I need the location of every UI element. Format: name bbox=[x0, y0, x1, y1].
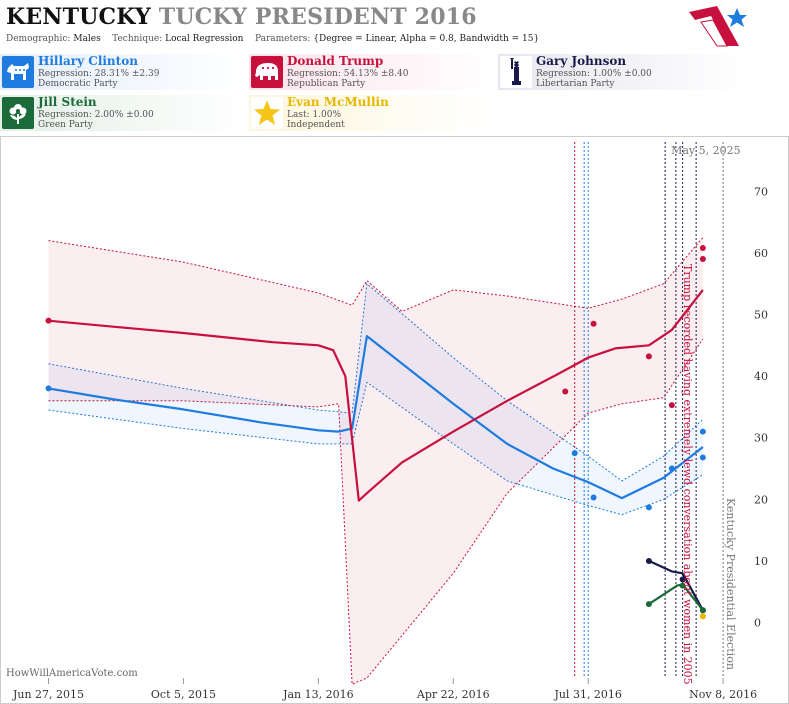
y-tick-label: 20 bbox=[754, 493, 768, 506]
donald-trump-band-upper bbox=[48, 237, 704, 312]
watermark: HowWillAmericaVote.com bbox=[6, 668, 138, 679]
candidate-party: Green Party bbox=[38, 120, 93, 130]
title-rest: TUCKY PRESIDENT 2016 bbox=[158, 4, 477, 30]
parameters-label: Parameters: bbox=[254, 34, 311, 44]
y-tick-label: 50 bbox=[754, 309, 768, 322]
gary-johnson-point bbox=[645, 557, 652, 564]
donald-trump-point bbox=[45, 317, 52, 324]
event-annotation: Trump recorded having extremely lewd con… bbox=[681, 264, 694, 685]
y-tick-label: 60 bbox=[754, 247, 768, 260]
candidate-party: Independent bbox=[287, 120, 345, 130]
hillary-clinton-point bbox=[668, 465, 675, 472]
site-logo bbox=[689, 6, 747, 47]
demographic-label: Demographic: bbox=[6, 34, 71, 44]
hillary-clinton-point bbox=[571, 450, 578, 457]
poll-chart: 0 10 20 30 40 50 60 70 Jun 27, 2015 Oct 5, 2015 Ja… bbox=[0, 136, 789, 704]
y-tick-label: 40 bbox=[754, 370, 768, 383]
candidate-name: Donald Trump bbox=[287, 54, 384, 68]
donald-trump-point bbox=[590, 320, 597, 327]
evan-mcmullin-point bbox=[699, 613, 706, 620]
x-tick-label: Nov 8, 2016 bbox=[689, 688, 757, 701]
candidate-regression: Regression: 54.13% ±8.40 bbox=[287, 69, 409, 79]
gary-johnson-point bbox=[679, 576, 686, 583]
candidate-card-stein[interactable]: Jill Stein Regression: 2.00% ±0.00 Green… bbox=[0, 95, 246, 131]
candidate-name: Jill Stein bbox=[38, 95, 97, 109]
y-tick-label: 10 bbox=[754, 555, 768, 568]
confidence-bands bbox=[48, 237, 704, 685]
hillary-clinton-point bbox=[45, 385, 52, 392]
x-tick-label: Jan 13, 2016 bbox=[282, 688, 354, 701]
hillary-clinton-point bbox=[645, 504, 652, 511]
donald-trump-point bbox=[562, 388, 569, 395]
technique-label: Technique: bbox=[112, 34, 163, 44]
star-icon bbox=[251, 97, 283, 129]
jill-stein-point bbox=[645, 601, 652, 608]
candidate-card-johnson[interactable]: Gary Johnson Regression: 1.00% ±0.00 Lib… bbox=[498, 54, 748, 90]
hillary-clinton-trend bbox=[48, 335, 704, 500]
annotations: Kentucky Presidential Election Trump reco… bbox=[671, 144, 741, 685]
jill-stein-point bbox=[699, 607, 706, 614]
poll-points bbox=[45, 244, 706, 620]
technique-value: Local Regression bbox=[165, 34, 244, 44]
hillary-clinton-point bbox=[699, 428, 706, 435]
plot-frame bbox=[0, 136, 789, 704]
flower-icon bbox=[2, 97, 34, 129]
candidate-party: Libertarian Party bbox=[536, 79, 615, 89]
candidate-card-mcmullin[interactable]: Evan McMullin Last: 1.00% Independent bbox=[249, 95, 495, 131]
elephant-icon bbox=[251, 56, 283, 88]
event-lines bbox=[574, 142, 724, 678]
title-state: KENTUCKY bbox=[6, 4, 151, 30]
gary-johnson-trend bbox=[648, 559, 704, 611]
donald-trump-point bbox=[645, 353, 652, 360]
hillary-clinton-point bbox=[699, 454, 706, 461]
hillary-clinton-band-upper bbox=[48, 282, 704, 482]
y-tick-label: 70 bbox=[754, 185, 768, 198]
demographic-value: Males bbox=[73, 34, 101, 44]
candidate-party: Republican Party bbox=[287, 79, 366, 89]
page-title: KENTUCKY TUCKY PRESIDENT 2016 bbox=[6, 4, 477, 30]
date-stamp: May 5, 2025 bbox=[671, 144, 741, 157]
donald-trump-point bbox=[699, 256, 706, 263]
candidate-card-clinton[interactable]: Hillary Clinton Regression: 28.31% ±2.39… bbox=[0, 54, 246, 90]
x-tick-label: Jul 31, 2016 bbox=[553, 688, 622, 701]
x-tick-label: Jun 27, 2015 bbox=[12, 688, 84, 701]
donald-trump-trend bbox=[48, 289, 704, 502]
candidate-regression: Regression: 2.00% ±0.00 bbox=[38, 110, 154, 120]
donald-trump-point bbox=[699, 244, 706, 251]
y-tick-label: 30 bbox=[754, 432, 768, 445]
donkey-icon bbox=[2, 56, 34, 88]
parameters-line: Demographic: Males Technique: Local Regr… bbox=[6, 34, 539, 44]
jill-stein-point bbox=[679, 582, 686, 589]
donald-trump-point bbox=[668, 402, 675, 409]
x-tick-label: Oct 5, 2015 bbox=[151, 688, 216, 701]
hillary-clinton-band bbox=[48, 283, 703, 515]
candidate-name: Hillary Clinton bbox=[38, 54, 138, 68]
candidate-regression: Regression: 28.31% ±2.39 bbox=[38, 69, 160, 79]
parameters-value: {Degree = Linear, Alpha = 0.8, Bandwidth… bbox=[313, 34, 540, 44]
candidate-card-trump[interactable]: Donald Trump Regression: 54.13% ±8.40 Re… bbox=[249, 54, 495, 90]
x-tick-label: Apr 22, 2016 bbox=[416, 688, 490, 701]
y-tick-label: 0 bbox=[754, 617, 761, 630]
candidate-last: Last: 1.00% bbox=[287, 110, 342, 120]
candidate-party: Democratic Party bbox=[38, 79, 118, 89]
header: KENTUCKY TUCKY PRESIDENT 2016 Demographi… bbox=[0, 0, 789, 50]
axes: 0 10 20 30 40 50 60 70 Jun 27, 2015 Oct 5, 2015 Ja… bbox=[12, 185, 768, 701]
hillary-clinton-point bbox=[590, 494, 597, 501]
donald-trump-band bbox=[48, 237, 703, 685]
candidate-name: Gary Johnson bbox=[536, 54, 627, 68]
statue-of-liberty-icon bbox=[500, 56, 532, 88]
candidate-regression: Regression: 1.00% ±0.00 bbox=[536, 69, 652, 79]
candidate-name: Evan McMullin bbox=[287, 95, 389, 109]
election-annotation: Kentucky Presidential Election bbox=[724, 498, 737, 670]
